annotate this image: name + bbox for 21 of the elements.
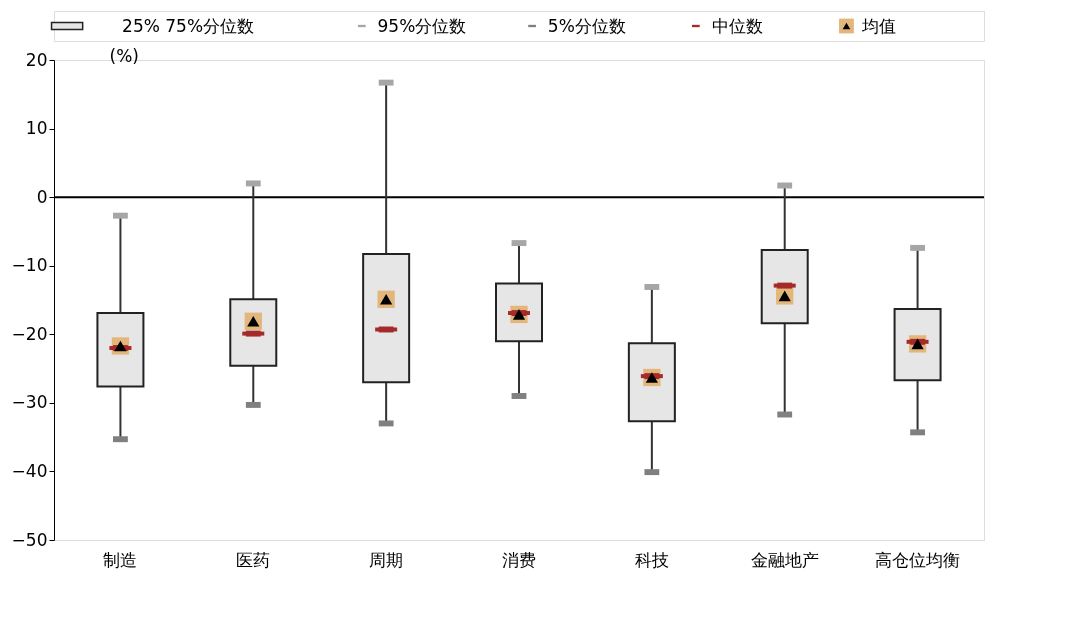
y-axis-title: (%) — [109, 45, 139, 66]
x-tick-label: 科技 — [634, 549, 669, 570]
y-tick-label: −40 — [11, 460, 48, 481]
y-tick-label: −30 — [11, 392, 48, 413]
x-tick-label: 金融地产 — [750, 549, 819, 570]
legend-label: 均值 — [861, 16, 897, 36]
legend-label: 25% 75%分位数 — [122, 16, 255, 36]
x-tick-label: 医药 — [236, 549, 271, 570]
x-tick-label: 消费 — [502, 549, 536, 570]
y-tick-label: 0 — [36, 186, 48, 207]
x-tick-label: 制造 — [103, 549, 138, 570]
legend-label: 中位数 — [711, 16, 763, 36]
y-tick-label: −20 — [11, 323, 48, 344]
legend-label: 5%分位数 — [547, 16, 626, 36]
y-tick-label: 20 — [25, 49, 48, 70]
x-tick-label: 高仓位均衡 — [875, 549, 961, 570]
y-tick-label: −50 — [11, 529, 48, 550]
x-tick-label: 周期 — [369, 549, 404, 570]
legend-label: 95%分位数 — [377, 16, 467, 36]
y-tick-label: 10 — [25, 118, 48, 139]
y-tick-label: −10 — [11, 255, 48, 276]
